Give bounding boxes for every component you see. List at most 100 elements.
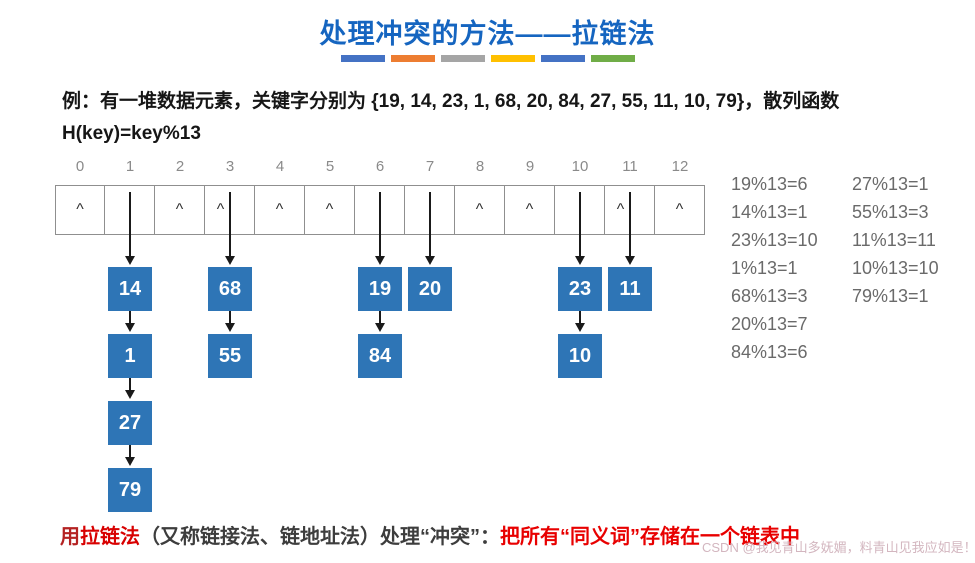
mod-equation: 55%13=3	[852, 202, 929, 222]
chain-node: 20	[408, 267, 452, 311]
slot-index-label: 3	[225, 158, 235, 175]
chain-node: 84	[358, 334, 402, 378]
hash-slot: ^	[305, 185, 355, 235]
slot-index-label: 2	[175, 158, 185, 175]
arrowhead-icon	[124, 390, 135, 399]
hash-slot: ^	[605, 185, 655, 235]
chain-node: 55	[208, 334, 252, 378]
slot-index-label: 5	[325, 158, 335, 175]
chain-node: 1	[108, 334, 152, 378]
chain-node: 27	[108, 401, 152, 445]
arrowhead-icon	[124, 457, 135, 466]
arrowhead-icon	[224, 323, 235, 332]
pointer-arrow-line	[129, 378, 131, 391]
pointer-arrow-line	[129, 311, 131, 324]
null-pointer-symbol: ^	[275, 201, 284, 218]
pointer-arrow-line	[129, 445, 131, 458]
slot-index-label: 12	[671, 158, 689, 175]
chain-node: 14	[108, 267, 152, 311]
slot-index-label: 0	[75, 158, 85, 175]
slot-index-label: 9	[525, 158, 535, 175]
divider-bar	[340, 55, 385, 62]
divider-bar	[490, 55, 535, 62]
divider-bar	[590, 55, 635, 62]
calc-column-1: 19%13=6 14%13=1 23%13=10 1%13=1 68%13=3 20%13…	[731, 170, 818, 366]
hash-slot: ^	[655, 185, 705, 235]
mod-equation: 20%13=7	[731, 314, 808, 334]
null-pointer-symbol: ^	[175, 201, 184, 218]
conclusion-seg4: 把所有“同义词”存储在一个链表中	[500, 526, 800, 548]
chain-node: 19	[358, 267, 402, 311]
hash-slot	[105, 185, 155, 235]
mod-equation: 79%13=1	[852, 286, 929, 306]
divider-bar	[390, 55, 435, 62]
mod-equation: 27%13=1	[852, 174, 929, 194]
chain-node: 68	[208, 267, 252, 311]
chain-node: 10	[558, 334, 602, 378]
hash-slot: ^	[505, 185, 555, 235]
mod-equation: 68%13=3	[731, 286, 808, 306]
mod-equation: 19%13=6	[731, 174, 808, 194]
pointer-arrow-line	[229, 311, 231, 324]
slot-index-label: 4	[275, 158, 285, 175]
arrowhead-icon	[624, 256, 635, 265]
slot-index-label: 11	[622, 158, 638, 175]
arrowhead-icon	[224, 256, 235, 265]
slot-index-label: 7	[425, 158, 435, 175]
problem-statement: 例：有一堆数据元素，关键字分别为 {19, 14, 23, 1, 68, 20,…	[62, 86, 839, 150]
arrowhead-icon	[424, 256, 435, 265]
null-pointer-symbol: ^	[616, 201, 625, 218]
slot-index-label: 10	[571, 158, 589, 175]
arrowhead-icon	[124, 256, 135, 265]
slot-index-label: 6	[375, 158, 385, 175]
calc-column-2: 27%13=1 55%13=3 11%13=11 10%13=10 79%13=1	[852, 170, 939, 310]
arrowhead-icon	[574, 323, 585, 332]
pointer-arrow-line	[379, 311, 381, 324]
mod-equation: 84%13=6	[731, 342, 808, 362]
hash-table: ^ ^ ^ ^ ^ ^ ^ ^ ^	[55, 185, 705, 235]
page-title: 处理冲突的方法——拉链法	[319, 19, 656, 49]
chain-node: 79	[108, 468, 152, 512]
conclusion-seg1: 用	[60, 526, 80, 548]
problem-line-2: H(key)=key%13	[62, 123, 201, 144]
arrowhead-icon	[124, 323, 135, 332]
divider-bar	[440, 55, 485, 62]
hash-slot: ^	[205, 185, 255, 235]
conclusion-seg3: （又称链接法、链地址法）处理“冲突”：	[140, 526, 500, 548]
hash-slot: ^	[55, 185, 105, 235]
slot-index-label: 1	[125, 158, 135, 175]
chain-node: 11	[608, 267, 652, 311]
mod-equation: 10%13=10	[852, 258, 939, 278]
null-pointer-symbol: ^	[475, 201, 484, 218]
conclusion-text: 用拉链法（又称链接法、链地址法）处理“冲突”：把所有“同义词”存储在一个链表中	[60, 520, 800, 549]
slot-index-label: 8	[475, 158, 485, 175]
hash-slot: ^	[455, 185, 505, 235]
null-pointer-symbol: ^	[675, 201, 684, 218]
null-pointer-symbol: ^	[325, 201, 334, 218]
index-row: 0 1 2 3 4 5 6 7 8 9 10 11 12	[55, 158, 705, 175]
problem-line-1: 例：有一堆数据元素，关键字分别为 {19, 14, 23, 1, 68, 20,…	[62, 91, 840, 112]
null-pointer-symbol: ^	[525, 201, 534, 218]
hash-slot: ^	[255, 185, 305, 235]
arrowhead-icon	[574, 256, 585, 265]
chain-node: 23	[558, 267, 602, 311]
pointer-arrow-line	[579, 311, 581, 324]
divider-bar	[540, 55, 585, 62]
null-pointer-symbol: ^	[216, 201, 225, 218]
conclusion-seg2: 拉链法	[80, 526, 140, 548]
hash-slot	[405, 185, 455, 235]
hash-slot	[555, 185, 605, 235]
mod-equation: 14%13=1	[731, 202, 808, 222]
mod-equation: 1%13=1	[731, 258, 798, 278]
mod-equation: 23%13=10	[731, 230, 818, 250]
divider-bars	[0, 55, 975, 62]
null-pointer-symbol: ^	[76, 201, 84, 218]
arrowhead-icon	[374, 323, 385, 332]
hash-slot: ^	[155, 185, 205, 235]
mod-equation: 11%13=11	[852, 230, 936, 250]
watermark: CSDN @我见青山多妩媚，料青山见我应如是！	[702, 540, 975, 555]
arrowhead-icon	[374, 256, 385, 265]
hash-slot	[355, 185, 405, 235]
